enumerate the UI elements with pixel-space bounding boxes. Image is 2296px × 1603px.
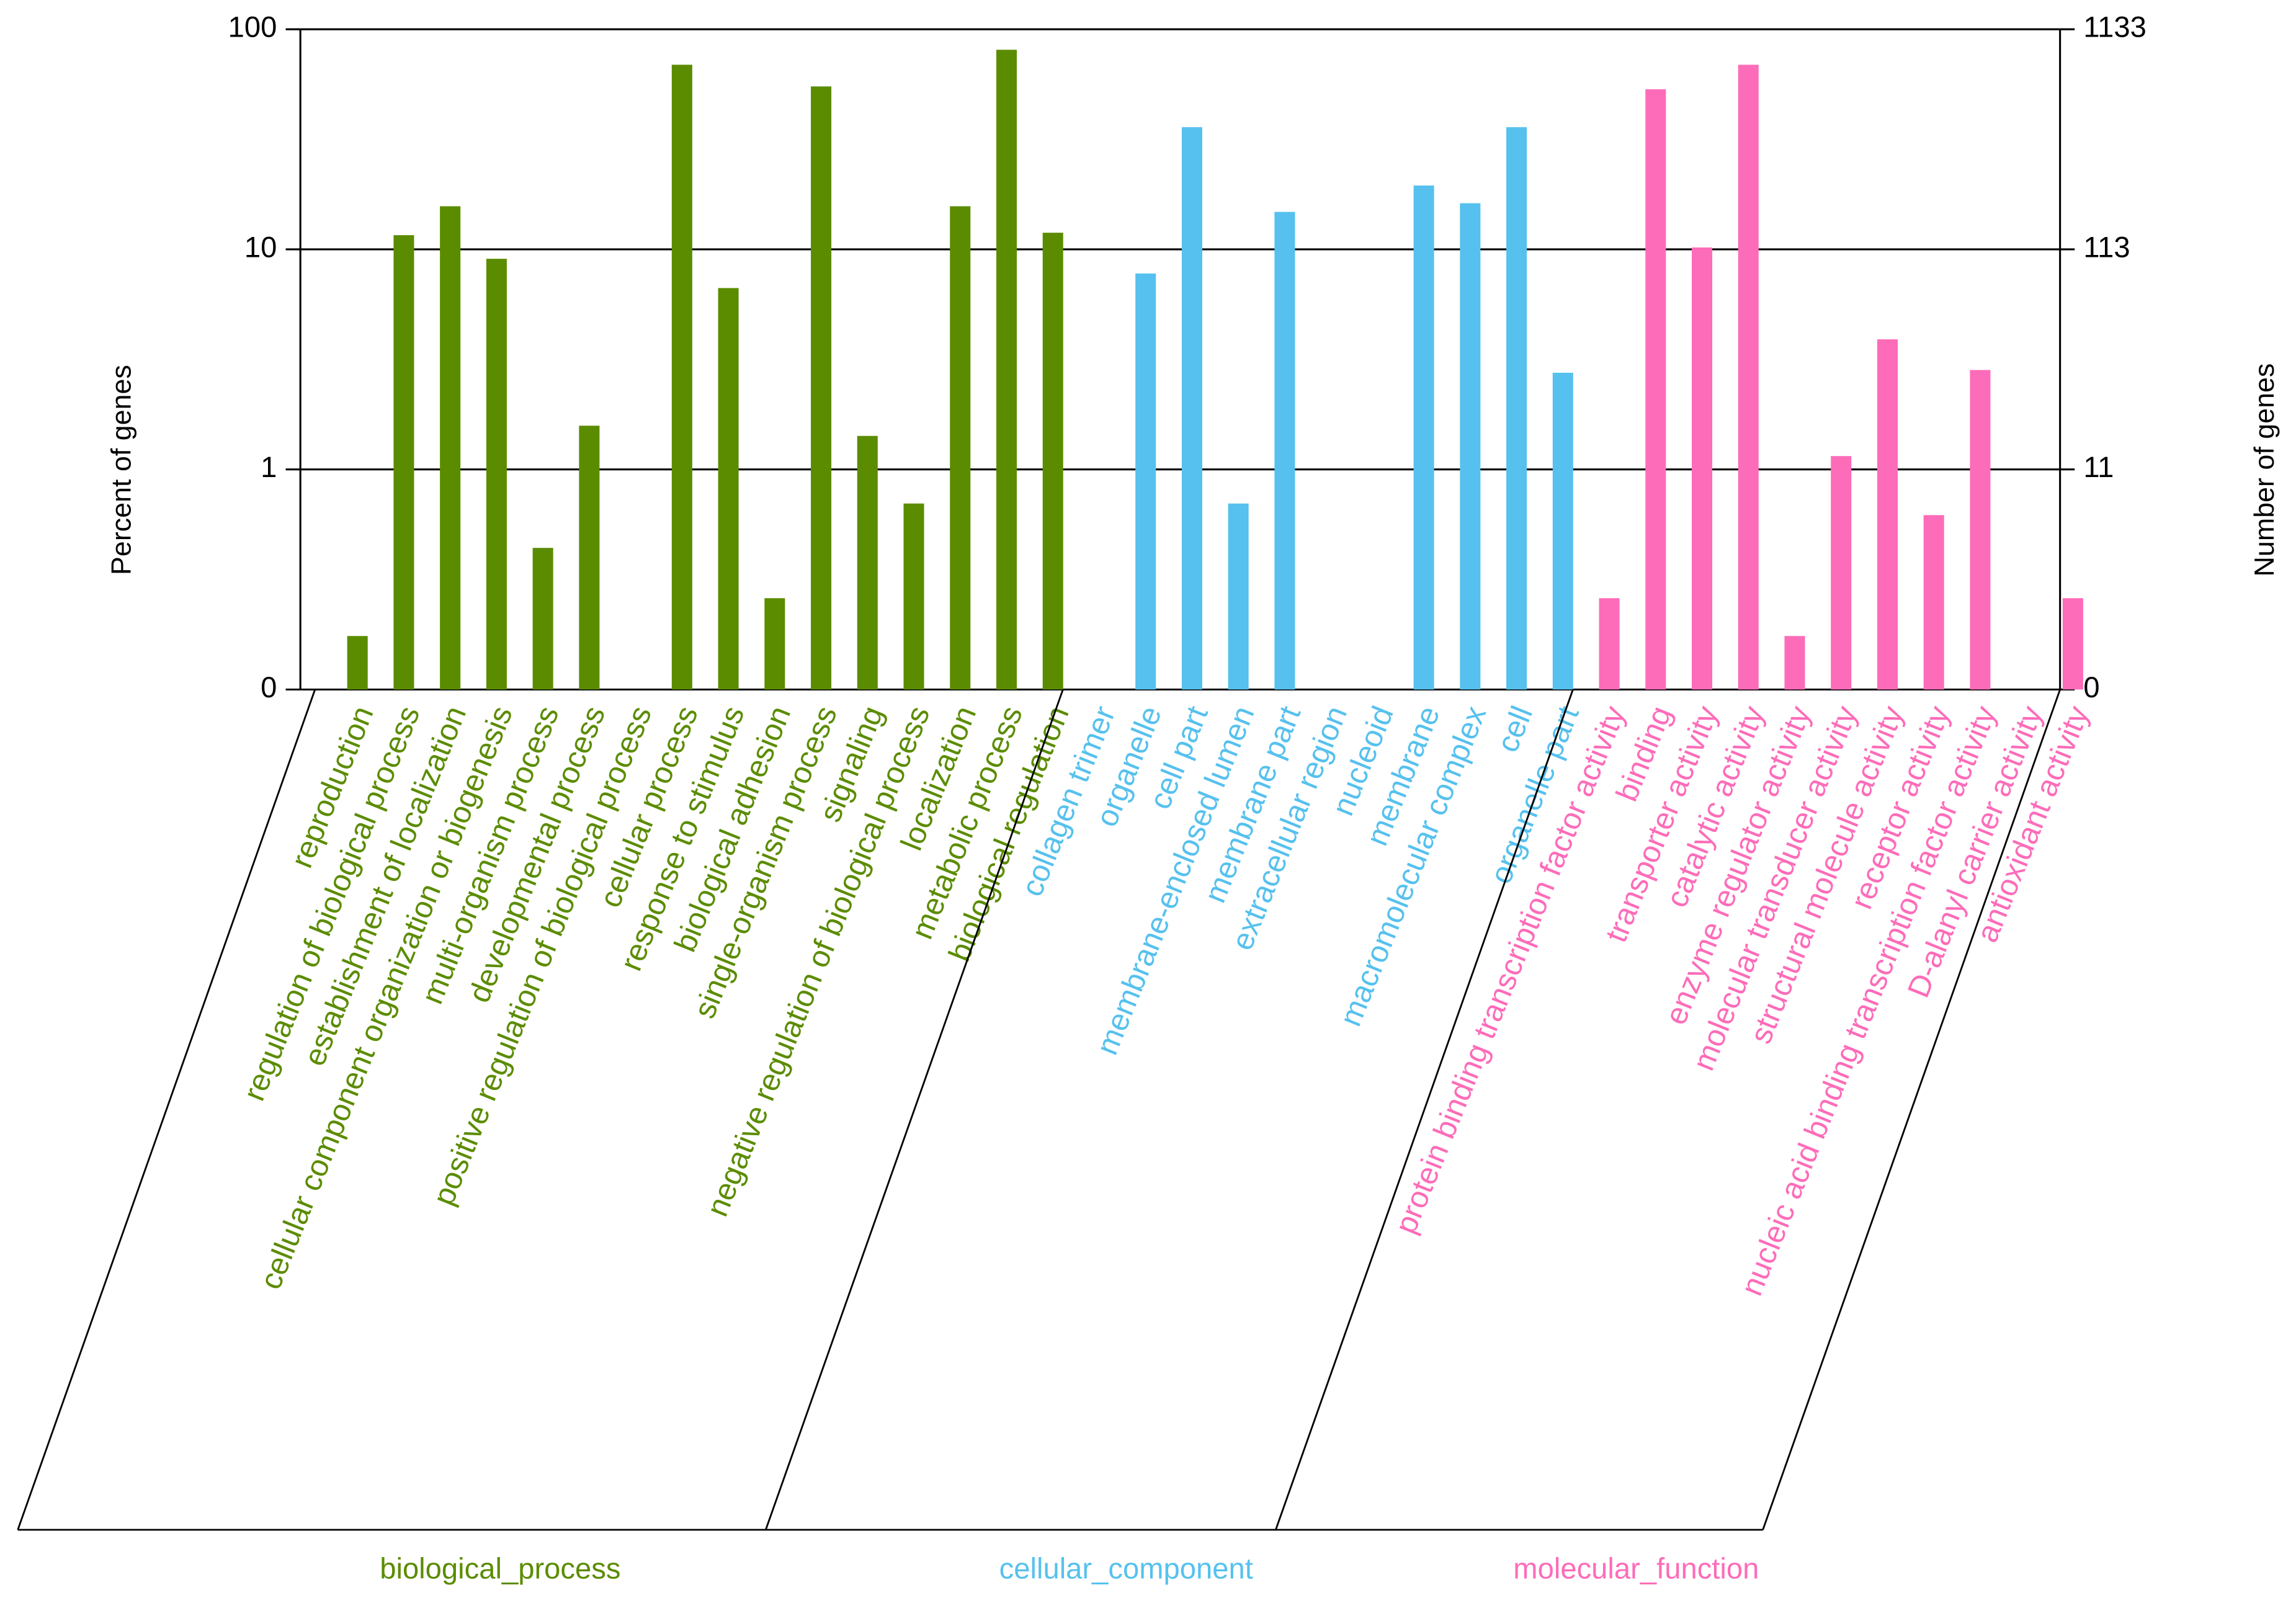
y2-tick-label: 0 xyxy=(2083,671,2099,704)
y2-tick-label: 113 xyxy=(2083,231,2130,264)
bar xyxy=(811,86,832,690)
bar xyxy=(671,65,692,690)
bar xyxy=(1923,515,1944,690)
bar xyxy=(1831,456,1852,690)
bar xyxy=(764,598,785,690)
bar xyxy=(2062,598,2083,690)
bar xyxy=(532,548,553,690)
bar xyxy=(1552,372,1573,690)
bar xyxy=(393,235,414,690)
y2-tick-label: 11 xyxy=(2083,451,2114,484)
bar xyxy=(486,259,507,690)
bar xyxy=(1460,203,1481,690)
bar xyxy=(1135,273,1156,690)
bar xyxy=(1228,503,1249,690)
bar xyxy=(1645,89,1666,690)
bar xyxy=(1692,247,1713,690)
group-label: molecular_function xyxy=(1513,1553,1759,1586)
bar xyxy=(996,50,1017,690)
bar xyxy=(1970,370,1991,690)
x-tick-label: protein binding transcription factor act… xyxy=(1388,701,1632,1238)
bar xyxy=(718,288,739,690)
bar xyxy=(1599,598,1620,690)
y-axis-title: Percent of genes xyxy=(105,365,136,575)
y2-tick-label: 1133 xyxy=(2083,11,2146,44)
bar xyxy=(950,206,971,690)
group-separator xyxy=(17,689,316,1530)
bar xyxy=(857,435,878,690)
group-label: biological_process xyxy=(380,1553,620,1586)
bar xyxy=(903,503,924,690)
bar xyxy=(579,426,600,690)
bar xyxy=(440,206,461,690)
bar xyxy=(1042,233,1063,690)
group-separator xyxy=(1762,689,2061,1530)
y-tick-label: 100 xyxy=(228,11,277,44)
bar xyxy=(1274,212,1295,690)
y-tick-label: 0 xyxy=(261,671,277,704)
bar xyxy=(1877,339,1898,690)
bar xyxy=(1506,127,1527,690)
group-label: cellular_component xyxy=(999,1553,1253,1586)
bar xyxy=(1738,65,1759,690)
y-tick-label: 10 xyxy=(244,231,277,264)
group-separator xyxy=(1275,689,1574,1530)
y-tick-label: 1 xyxy=(261,451,277,484)
y2-axis-title: Number of genes xyxy=(2248,364,2280,577)
x-tick-label: cell xyxy=(1490,701,1539,757)
bar xyxy=(1413,185,1434,690)
bar xyxy=(1181,127,1202,690)
group-separator xyxy=(764,689,1064,1530)
bar xyxy=(1784,636,1805,690)
bar xyxy=(347,636,368,690)
